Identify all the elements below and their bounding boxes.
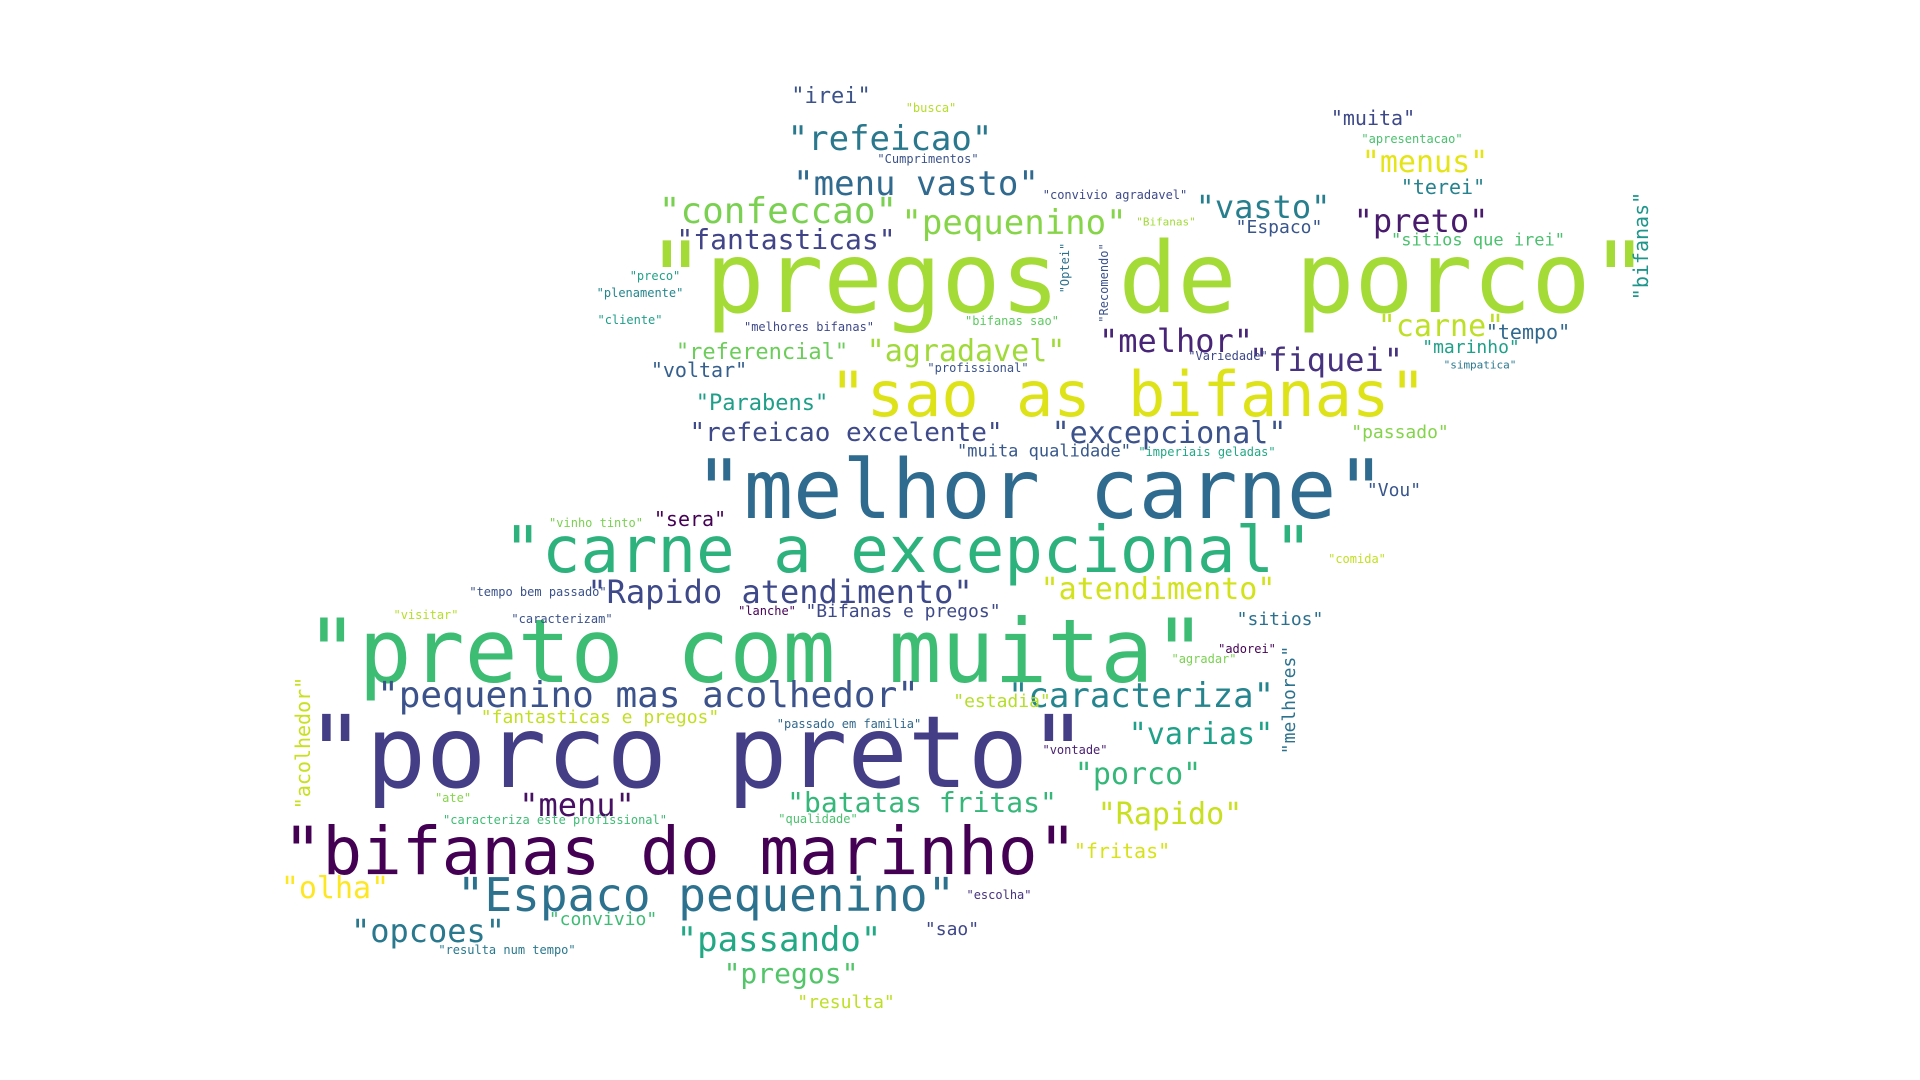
word-bifanas: "bifanas" (1629, 191, 1653, 301)
word-recomendo: "Recomendo" (1097, 243, 1111, 323)
word-vontade: "vontade" (1042, 743, 1108, 757)
word-irei: "irei" (791, 84, 871, 109)
word-vasto: "vasto" (1195, 188, 1331, 226)
word-passando: "passando" (676, 920, 882, 960)
word-fiquei: "fiquei" (1248, 341, 1404, 379)
word-menus: "menus" (1361, 145, 1489, 180)
word-cumprimentos: "Cumprimentos" (877, 152, 979, 166)
word-caracteriza-este-profissional: "caracteriza este profissional" (443, 813, 667, 827)
word-passado-em-familia: "passado em familia" (776, 717, 922, 731)
word-bifanas-sao: "bifanas sao" (965, 314, 1059, 328)
word-preto: "preto" (1353, 202, 1489, 240)
word-agradar: "agradar" (1171, 652, 1237, 666)
word-plenamente: "plenamente" (596, 286, 684, 300)
word-melhor: "melhor" (1098, 322, 1254, 360)
word-sitios: "sitios" (1236, 609, 1324, 630)
word-pregos: "pregos" (723, 957, 859, 990)
word-lanche: "lanche" (738, 604, 796, 618)
word-escolha: "escolha" (966, 888, 1032, 902)
word-bifanas: "Bifanas" (1136, 215, 1196, 229)
word-muita-qualidade: "muita qualidade" (957, 441, 1131, 462)
word-menu-vasto: "menu vasto" (793, 164, 1039, 204)
word-simpatica: "simpatica" (1443, 358, 1517, 372)
word-porco: "porco" (1074, 757, 1202, 792)
word-acolhedor: "acolhedor" (291, 676, 315, 810)
word-pequenino: "pequenino" (901, 203, 1127, 243)
word-fantasticas-e-pregos: "fantasticas e pregos" (480, 707, 720, 728)
word-sera: "sera" (653, 507, 727, 531)
word-atendimento: "atendimento" (1040, 572, 1276, 607)
word-carne: "carne" (1377, 309, 1505, 344)
word-confeccao: "confeccao" (658, 191, 898, 232)
word-porco-preto: "porco preto" (305, 694, 1089, 811)
word-referencial: "referencial" (675, 340, 849, 365)
word-batatas-fritas: "batatas fritas" (787, 786, 1057, 819)
word-rapido-atendimento: "Rapido atendimento" (587, 573, 973, 611)
word-melhor-carne: "melhor carne" (694, 443, 1386, 538)
word-apresentacao: "apresentacao" (1361, 132, 1463, 146)
word-sao-as-bifanas: "sao as bifanas" (829, 358, 1427, 431)
word-agradavel: "agradavel" (866, 334, 1066, 369)
word-espaco-pequenino: "Espaco pequenino" (456, 868, 956, 922)
word-caracteriza: "caracteriza" (1007, 676, 1275, 716)
word-estadia: "estadia" (953, 691, 1051, 712)
word-tempo: "tempo" (1485, 320, 1571, 344)
word-profissional: "profissional" (927, 361, 1029, 375)
word-voltar: "voltar" (650, 358, 748, 382)
word-pequenino-mas-acolhedor: "pequenino mas acolhedor" (377, 675, 919, 716)
word-preco: "preco" (629, 269, 681, 283)
word-marinho: "marinho" (1422, 337, 1520, 358)
word-cliente: "cliente" (597, 313, 663, 327)
word-busca: "busca" (905, 101, 957, 115)
word-parabens: "Parabens" (695, 391, 829, 416)
word-terei: "terei" (1400, 175, 1486, 199)
word-olha: "olha" (280, 871, 390, 906)
word-bifanas-do-marinho: "bifanas do marinho" (282, 813, 1078, 890)
word-visitar: "visitar" (393, 608, 459, 622)
word-resulta-num-tempo: "resulta num tempo" (438, 943, 576, 957)
word-menu: "menu" (519, 786, 635, 824)
word-pregos-de-porco: "pregos de porco" (646, 222, 1650, 336)
word-refeicao: "refeicao" (787, 119, 993, 159)
word-refeicao-excelente: "refeicao excelente" (689, 418, 1003, 448)
word-bifanas-e-pregos: "Bifanas e pregos" (805, 601, 1001, 622)
word-qualidade: "qualidade" (778, 812, 858, 826)
word-imperiais-geladas: "imperiais geladas" (1138, 445, 1276, 459)
word-excepcional: "excepcional" (1051, 416, 1287, 451)
word-preto-com-muita: "preto com muita" (305, 600, 1207, 703)
word-variedade: "Variedade" (1188, 349, 1268, 363)
word-carne-a-excepcional: "carne a excepcional" (503, 514, 1313, 588)
word-passado: "passado" (1351, 422, 1449, 443)
word-melhores: "melhores" (1279, 645, 1300, 755)
word-opcoes: "opcoes" (350, 912, 506, 950)
word-fritas: "fritas" (1073, 839, 1171, 863)
word-rapido: "Rapido" (1097, 797, 1243, 832)
word-resulta: "resulta" (797, 992, 895, 1013)
word-espaco: "Espaco" (1235, 217, 1323, 238)
word-adorei: "adorei" (1218, 642, 1276, 656)
word-comida: "comida" (1328, 552, 1386, 566)
word-fantasticas: "fantasticas" (676, 223, 896, 256)
word-vinho-tinto: "vinho tinto" (549, 516, 643, 530)
word-optei: "Optei" (1058, 242, 1072, 294)
word-sao: "sao" (924, 919, 980, 940)
word-sitios-que-irei: "sitios que irei" (1391, 230, 1565, 251)
word-vou: "Vou" (1366, 480, 1422, 501)
word-varias: "varias" (1128, 717, 1274, 752)
word-convivio-agradavel: "convivio agradavel" (1042, 188, 1188, 202)
word-convivio: "convivio" (548, 909, 658, 930)
word-ate: "ate" (434, 791, 472, 805)
word-muita: "muita" (1330, 106, 1416, 130)
word-tempo-bem-passado: "tempo bem passado" (469, 585, 607, 599)
word-melhores-bifanas: "melhores bifanas" (743, 320, 875, 334)
word-caracterizam: "caracterizam" (511, 612, 613, 626)
